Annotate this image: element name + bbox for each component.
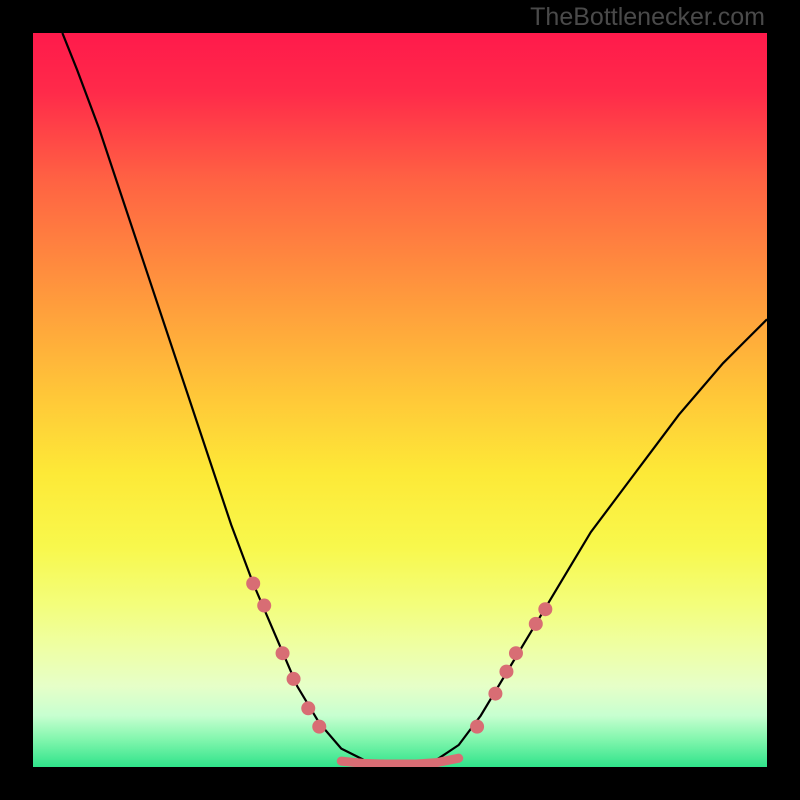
stage: TheBottlenecker.com	[0, 0, 800, 800]
marker-dot	[529, 617, 543, 631]
right-curve	[437, 319, 767, 759]
plot-area	[33, 33, 767, 767]
marker-dot	[246, 577, 260, 591]
markers-left	[246, 577, 326, 734]
marker-dot	[257, 599, 271, 613]
marker-dot	[312, 720, 326, 734]
marker-dot	[488, 687, 502, 701]
marker-dot	[287, 672, 301, 686]
marker-dot	[499, 665, 513, 679]
chart-svg	[33, 33, 767, 767]
left-curve	[62, 33, 363, 760]
marker-dot	[276, 646, 290, 660]
watermark-text: TheBottlenecker.com	[530, 3, 765, 32]
marker-dot	[538, 602, 552, 616]
bottom-segment	[341, 758, 458, 764]
marker-dot	[509, 646, 523, 660]
marker-dot	[301, 701, 315, 715]
marker-dot	[470, 720, 484, 734]
